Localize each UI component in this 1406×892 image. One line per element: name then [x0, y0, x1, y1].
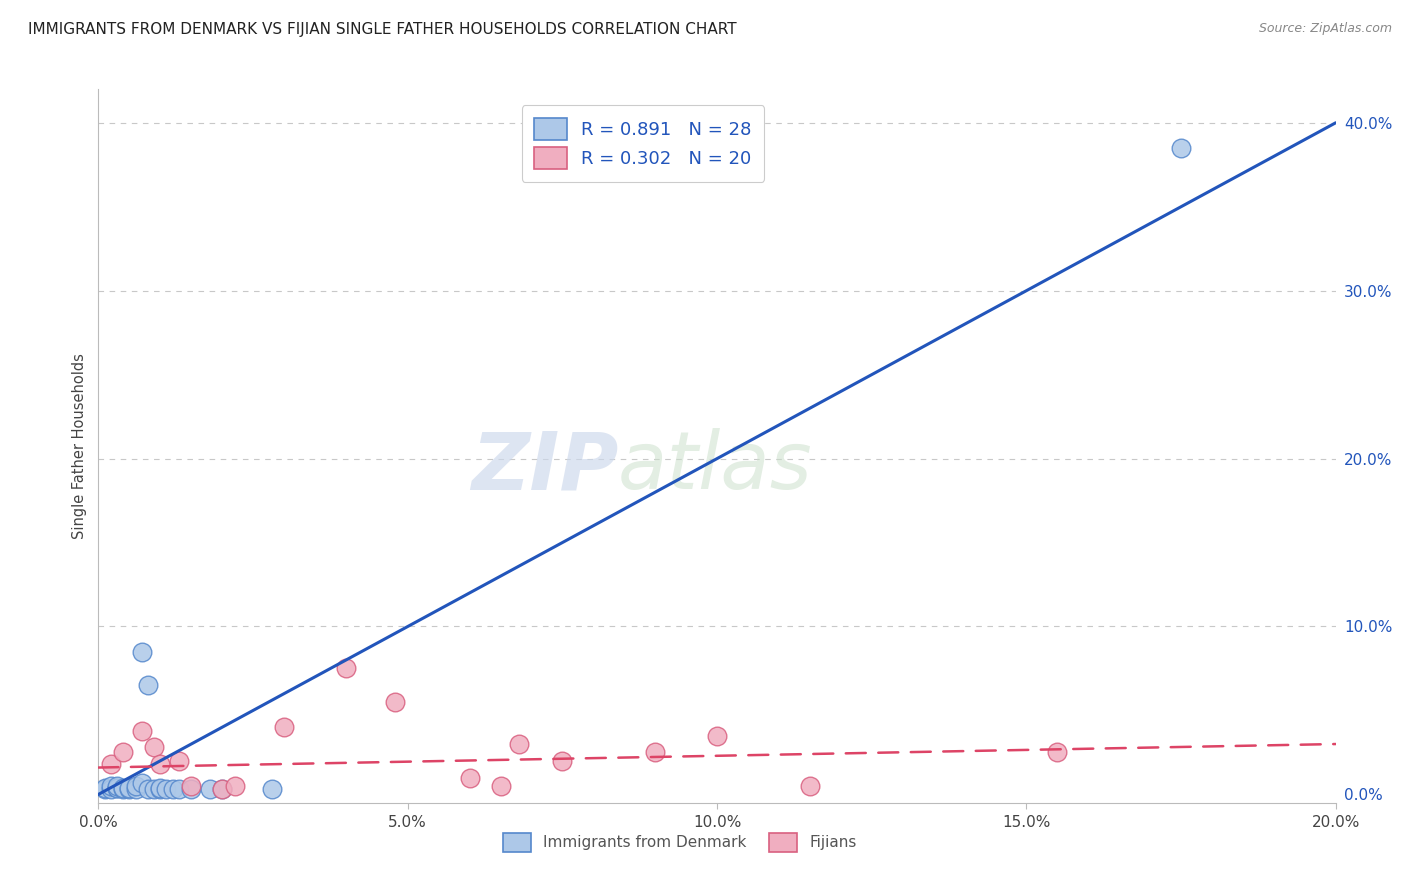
Point [551, 754, 574, 768]
Point [335, 661, 357, 675]
Point [93, 780, 115, 795]
Point [384, 695, 406, 709]
Point [131, 645, 153, 659]
Point [118, 782, 141, 797]
Point [224, 779, 246, 793]
Point [149, 757, 172, 772]
Point [105, 779, 128, 793]
Y-axis label: Single Father Households: Single Father Households [72, 353, 87, 539]
Point [143, 740, 166, 755]
Point [162, 782, 184, 797]
Point [167, 754, 190, 768]
Point [155, 782, 177, 797]
Point [458, 771, 481, 785]
Point [143, 782, 166, 797]
Point [105, 780, 128, 795]
Point [706, 729, 728, 743]
Point [273, 720, 295, 734]
Text: atlas: atlas [619, 428, 813, 507]
Point [136, 782, 159, 797]
Point [105, 780, 128, 795]
Point [131, 775, 153, 789]
Point [1046, 746, 1069, 760]
Point [149, 782, 172, 797]
Point [112, 746, 135, 760]
Point [100, 779, 122, 793]
Legend: Immigrants from Denmark, Fijians: Immigrants from Denmark, Fijians [496, 825, 865, 859]
Point [644, 746, 666, 760]
Point [198, 782, 221, 797]
Point [112, 782, 135, 797]
Point [118, 780, 141, 795]
Point [124, 779, 146, 793]
Point [100, 782, 122, 797]
Point [93, 782, 115, 797]
Point [100, 757, 122, 772]
Point [124, 782, 146, 797]
Point [112, 780, 135, 795]
Text: ZIP: ZIP [471, 428, 619, 507]
Point [180, 782, 202, 797]
Point [260, 782, 283, 797]
Point [131, 723, 153, 738]
Point [180, 779, 202, 793]
Point [167, 782, 190, 797]
Point [149, 780, 172, 795]
Text: Source: ZipAtlas.com: Source: ZipAtlas.com [1258, 22, 1392, 36]
Point [211, 782, 233, 797]
Point [211, 782, 233, 797]
Point [489, 779, 512, 793]
Text: IMMIGRANTS FROM DENMARK VS FIJIAN SINGLE FATHER HOUSEHOLDS CORRELATION CHART: IMMIGRANTS FROM DENMARK VS FIJIAN SINGLE… [28, 22, 737, 37]
Point [1170, 141, 1192, 155]
Point [136, 678, 159, 692]
Point [799, 779, 821, 793]
Point [508, 737, 530, 751]
